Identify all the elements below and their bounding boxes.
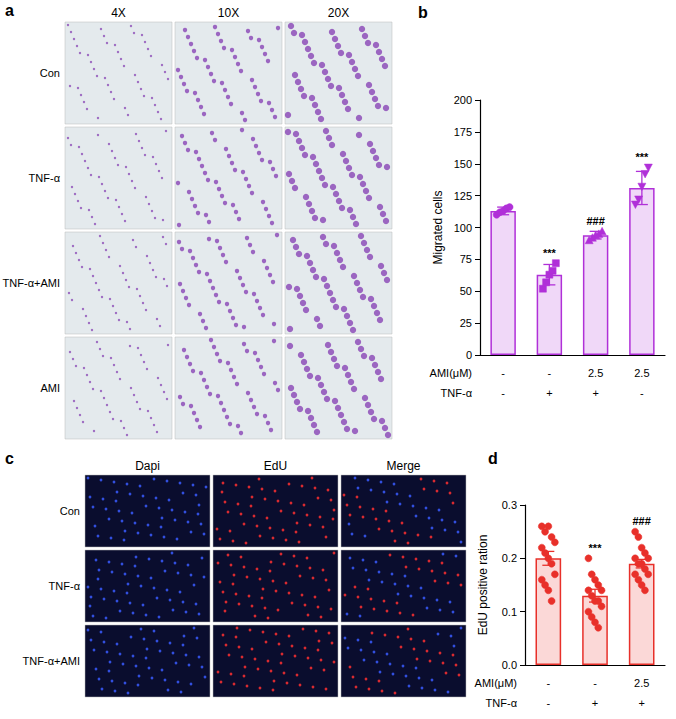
svg-text:Merge: Merge xyxy=(386,459,420,473)
svg-text:-: - xyxy=(546,697,550,709)
svg-text:150: 150 xyxy=(454,158,472,170)
svg-text:75: 75 xyxy=(460,253,472,265)
svg-text:2.5: 2.5 xyxy=(634,677,649,689)
svg-text:25: 25 xyxy=(460,317,472,329)
svg-text:-: - xyxy=(593,677,597,689)
svg-text:+: + xyxy=(546,387,552,399)
svg-text:###: ### xyxy=(632,515,650,527)
svg-text:AMI(μM): AMI(μM) xyxy=(475,677,517,689)
svg-text:+: + xyxy=(592,697,598,709)
svg-text:2.5: 2.5 xyxy=(634,367,649,379)
svg-text:***: *** xyxy=(635,151,649,163)
svg-text:200: 200 xyxy=(454,94,472,106)
svg-text:TNF-α+AMI: TNF-α+AMI xyxy=(23,655,80,667)
svg-text:-: - xyxy=(501,387,505,399)
svg-text:AMI: AMI xyxy=(40,382,60,394)
svg-text:2.5: 2.5 xyxy=(588,367,603,379)
svg-text:-: - xyxy=(501,367,505,379)
svg-text:100: 100 xyxy=(454,222,472,234)
svg-text:Migrated cells: Migrated cells xyxy=(431,190,445,264)
svg-text:Dapi: Dapi xyxy=(135,459,160,473)
svg-text:125: 125 xyxy=(454,190,472,202)
svg-text:10X: 10X xyxy=(218,6,239,20)
svg-text:a: a xyxy=(5,2,14,19)
svg-text:-: - xyxy=(546,677,550,689)
svg-text:20X: 20X xyxy=(328,6,349,20)
svg-text:TNF-α: TNF-α xyxy=(29,172,61,184)
svg-text:###: ### xyxy=(586,215,604,227)
svg-text:-: - xyxy=(640,387,644,399)
svg-text:TNF-α: TNF-α xyxy=(486,697,518,709)
svg-text:TNF-α: TNF-α xyxy=(49,580,81,592)
svg-text:TNF-α: TNF-α xyxy=(441,387,473,399)
svg-text:0: 0 xyxy=(466,349,472,361)
svg-text:d: d xyxy=(488,450,498,467)
svg-text:0.1: 0.1 xyxy=(502,606,517,618)
svg-text:4X: 4X xyxy=(111,6,126,20)
svg-text:b: b xyxy=(418,4,428,21)
svg-text:***: *** xyxy=(543,247,557,259)
svg-text:Con: Con xyxy=(60,505,80,517)
svg-text:***: *** xyxy=(589,542,603,554)
svg-text:0.3: 0.3 xyxy=(502,499,517,511)
svg-text:0.2: 0.2 xyxy=(502,552,517,564)
svg-text:EdU: EdU xyxy=(264,459,287,473)
svg-text:+: + xyxy=(638,697,644,709)
svg-text:TNF-α+AMI: TNF-α+AMI xyxy=(3,277,60,289)
svg-text:EdU positive ration: EdU positive ration xyxy=(476,535,490,636)
svg-text:175: 175 xyxy=(454,126,472,138)
svg-text:c: c xyxy=(5,450,14,467)
svg-text:Con: Con xyxy=(40,67,60,79)
svg-text:50: 50 xyxy=(460,285,472,297)
svg-text:+: + xyxy=(592,387,598,399)
svg-text:AMI(μM): AMI(μM) xyxy=(430,367,472,379)
svg-text:0.0: 0.0 xyxy=(502,659,517,671)
svg-text:-: - xyxy=(548,367,552,379)
